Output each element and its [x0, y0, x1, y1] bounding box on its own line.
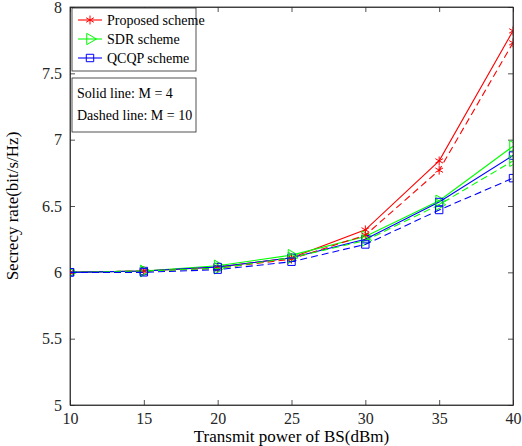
data-point: [214, 266, 221, 273]
data-point: [141, 265, 151, 276]
tick: 15: [136, 400, 152, 427]
tick-mark: [144, 400, 145, 405]
y-axis-title: Secrecy rate(bit/s/Hz): [3, 132, 22, 281]
tick-label: 25: [284, 410, 300, 427]
tick: 20: [210, 400, 226, 427]
tick: [365, 7, 366, 12]
tick-label: 6.5: [42, 198, 62, 215]
data-point: [510, 141, 513, 152]
tick: [292, 7, 293, 12]
tick: 35: [432, 400, 448, 427]
series-group: [70, 26, 513, 278]
plot-background: [70, 7, 513, 405]
tick-label: 5: [54, 397, 62, 414]
plot-frame: [70, 7, 513, 405]
tick-mark: [218, 400, 219, 405]
tick: [508, 339, 513, 340]
tick: [508, 140, 513, 141]
tick-label: 40: [506, 410, 522, 427]
data-point: [288, 258, 295, 265]
series-line: [70, 161, 513, 272]
series-line: [70, 43, 513, 273]
data-point: [509, 26, 513, 35]
tick-label: 7: [54, 131, 62, 148]
tick: [508, 272, 513, 273]
tick-mark: [508, 206, 513, 207]
tick-label: 7.5: [42, 65, 62, 82]
data-point: [509, 38, 513, 47]
tick-mark: [508, 339, 513, 340]
tick: [439, 7, 440, 12]
data-point: [435, 206, 442, 213]
annotation-box: [72, 78, 196, 132]
plot-area: 10 15 20 25 30 35 40 5 5.5 6 6.5 7 7.5 8 Proposed sche…: [42, 0, 522, 427]
legend: Proposed scheme SDR scheme QCQP scheme: [72, 8, 205, 71]
tick: [218, 7, 219, 12]
tick-mark: [292, 400, 293, 405]
legend-label: QCQP scheme: [107, 51, 189, 66]
tick: 30: [358, 400, 374, 427]
tick: [508, 206, 513, 207]
data-point: [510, 155, 513, 166]
tick-label: 35: [432, 410, 448, 427]
data-point: [435, 156, 443, 165]
annotation-text: Solid line: M = 4: [77, 86, 173, 101]
tick-mark: [508, 272, 513, 273]
series-line: [70, 178, 513, 272]
tick: [508, 73, 513, 74]
tick-mark: [508, 73, 513, 74]
legend-marker: [86, 16, 94, 25]
data-point: [362, 241, 369, 248]
tick-label: 6: [54, 264, 62, 281]
data-point: [435, 166, 443, 175]
legend-line: [78, 57, 102, 58]
tick-label: 20: [210, 410, 226, 427]
x-axis-title: Transmit power of BS(dBm): [194, 427, 389, 446]
tick-mark: [439, 400, 440, 405]
legend-label: Proposed scheme: [107, 13, 205, 28]
series-line: [70, 156, 513, 273]
tick: 7: [54, 131, 75, 148]
data-point: [214, 263, 224, 274]
legend-marker: [87, 33, 97, 44]
data-point: [140, 269, 147, 276]
tick-mark: [70, 140, 75, 141]
tick: 25: [284, 400, 300, 427]
tick-mark: [292, 7, 293, 12]
tick-mark: [439, 7, 440, 12]
data-point: [436, 199, 446, 210]
tick-label: 30: [358, 410, 374, 427]
chart: 10 15 20 25 30 35 40 5 5.5 6 6.5 7 7.5 8 Proposed sche…: [0, 0, 522, 446]
series-line: [70, 146, 513, 272]
legend-marker: [86, 54, 93, 61]
data-point: [70, 269, 74, 276]
tick-label: 15: [136, 410, 152, 427]
tick-label: 10: [63, 410, 79, 427]
legend-label: SDR scheme: [107, 32, 180, 47]
tick-mark: [70, 73, 75, 74]
data-point: [509, 174, 513, 181]
tick-label: 5.5: [42, 330, 62, 347]
tick-mark: [508, 140, 513, 141]
legend-line: [78, 38, 102, 39]
x-axis: 10 15 20 25 30 35 40: [63, 400, 522, 427]
tick-mark: [218, 7, 219, 12]
tick-mark: [70, 339, 75, 340]
tick-mark: [365, 400, 366, 405]
annotation-text: Dashed line: M = 10: [77, 108, 192, 123]
tick-label: 8: [54, 0, 62, 16]
annotation: Solid line: M = 4 Dashed line: M = 10: [72, 78, 196, 132]
tick-mark: [365, 7, 366, 12]
tick-mark: [70, 206, 75, 207]
